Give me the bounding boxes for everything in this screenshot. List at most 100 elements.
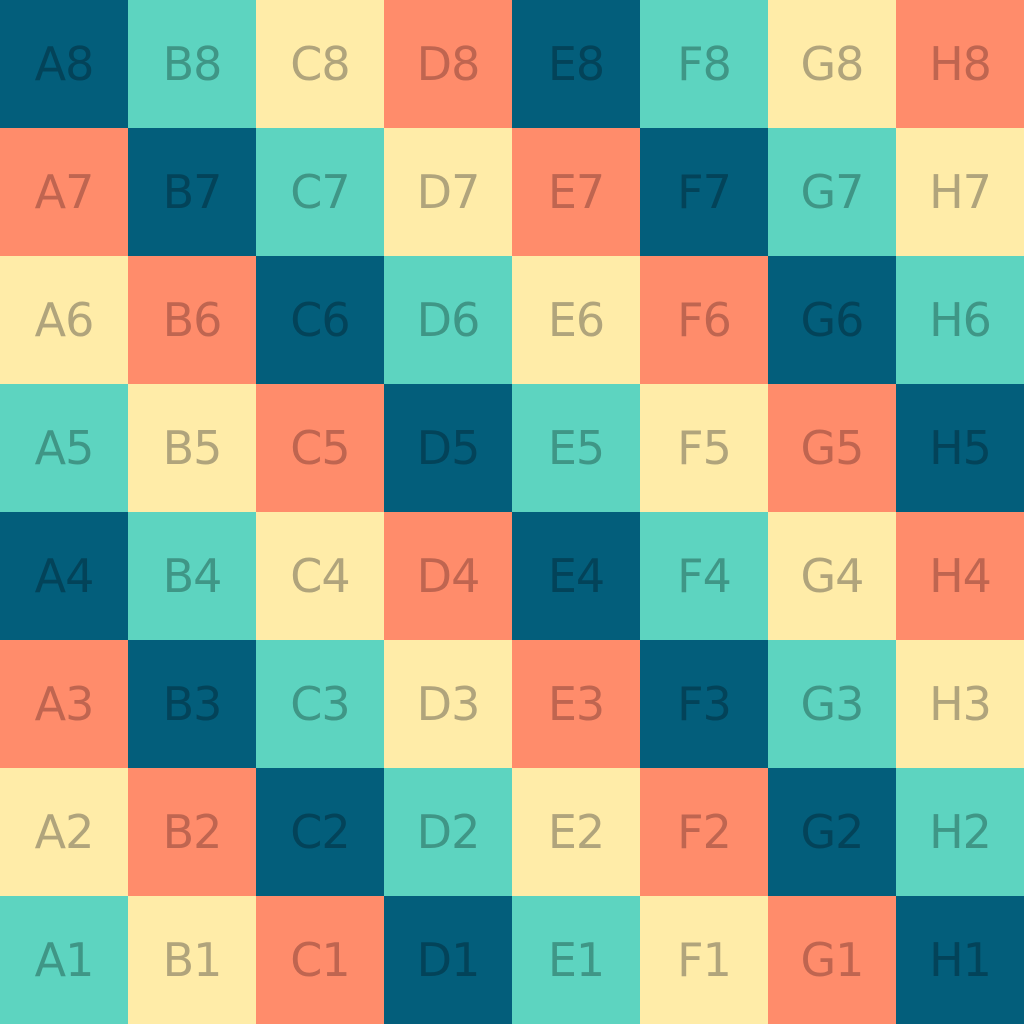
board-square-b1[interactable]: B1 [128,896,256,1024]
square-label: F2 [677,805,732,859]
board-square-c6[interactable]: C6 [256,256,384,384]
board-square-g2[interactable]: G2 [768,768,896,896]
square-label: F3 [677,677,732,731]
square-label: B7 [162,165,223,219]
board-square-d3[interactable]: D3 [384,640,512,768]
board-square-h1[interactable]: H1 [896,896,1024,1024]
square-label: A3 [34,677,95,731]
square-label: A7 [34,165,95,219]
board-square-c7[interactable]: C7 [256,128,384,256]
square-label: E6 [547,293,605,347]
square-label: D3 [416,677,481,731]
square-label: A4 [34,549,95,603]
board-square-c3[interactable]: C3 [256,640,384,768]
board-square-g3[interactable]: G3 [768,640,896,768]
square-label: D6 [416,293,481,347]
board-square-d2[interactable]: D2 [384,768,512,896]
square-label: G3 [800,677,865,731]
board-square-d1[interactable]: D1 [384,896,512,1024]
square-label: E4 [547,549,605,603]
board-square-e5[interactable]: E5 [512,384,640,512]
board-square-d7[interactable]: D7 [384,128,512,256]
board-square-h6[interactable]: H6 [896,256,1024,384]
board-square-f7[interactable]: F7 [640,128,768,256]
board-square-a4[interactable]: A4 [0,512,128,640]
board-square-e4[interactable]: E4 [512,512,640,640]
square-label: A2 [34,805,95,859]
square-label: E5 [547,421,605,475]
board-square-g4[interactable]: G4 [768,512,896,640]
square-label: F6 [677,293,732,347]
board-square-f3[interactable]: F3 [640,640,768,768]
square-label: H1 [929,933,992,987]
board-square-f8[interactable]: F8 [640,0,768,128]
square-label: C8 [290,37,350,91]
board-square-f4[interactable]: F4 [640,512,768,640]
board-square-h5[interactable]: H5 [896,384,1024,512]
board-square-g8[interactable]: G8 [768,0,896,128]
board-square-g5[interactable]: G5 [768,384,896,512]
square-label: H3 [929,677,992,731]
board-square-g7[interactable]: G7 [768,128,896,256]
square-label: C6 [290,293,350,347]
square-label: E3 [547,677,605,731]
board-square-f6[interactable]: F6 [640,256,768,384]
board-square-f5[interactable]: F5 [640,384,768,512]
square-label: H2 [929,805,992,859]
board-square-e8[interactable]: E8 [512,0,640,128]
board-square-b5[interactable]: B5 [128,384,256,512]
board-square-h4[interactable]: H4 [896,512,1024,640]
board-square-f1[interactable]: F1 [640,896,768,1024]
board-square-a6[interactable]: A6 [0,256,128,384]
board-square-d6[interactable]: D6 [384,256,512,384]
board-square-g1[interactable]: G1 [768,896,896,1024]
board-square-c2[interactable]: C2 [256,768,384,896]
square-label: G2 [800,805,865,859]
board-square-b8[interactable]: B8 [128,0,256,128]
square-label: G4 [800,549,865,603]
board-square-a7[interactable]: A7 [0,128,128,256]
board-square-e2[interactable]: E2 [512,768,640,896]
board-square-b6[interactable]: B6 [128,256,256,384]
board-square-a2[interactable]: A2 [0,768,128,896]
square-label: B5 [162,421,223,475]
board-square-c8[interactable]: C8 [256,0,384,128]
board-square-a5[interactable]: A5 [0,384,128,512]
square-label: F5 [677,421,732,475]
square-label: H4 [929,549,992,603]
square-label: G1 [800,933,865,987]
board-square-b2[interactable]: B2 [128,768,256,896]
square-label: B8 [162,37,223,91]
board-square-h3[interactable]: H3 [896,640,1024,768]
board-square-c5[interactable]: C5 [256,384,384,512]
board-square-e1[interactable]: E1 [512,896,640,1024]
board-square-f2[interactable]: F2 [640,768,768,896]
board-square-h8[interactable]: H8 [896,0,1024,128]
board-square-b3[interactable]: B3 [128,640,256,768]
board-square-a3[interactable]: A3 [0,640,128,768]
square-label: E7 [547,165,605,219]
board-square-e7[interactable]: E7 [512,128,640,256]
board-square-h2[interactable]: H2 [896,768,1024,896]
square-label: E2 [547,805,605,859]
square-label: F1 [677,933,732,987]
square-label: D4 [416,549,481,603]
board-square-b4[interactable]: B4 [128,512,256,640]
board-square-e3[interactable]: E3 [512,640,640,768]
square-label: D7 [416,165,481,219]
board-square-e6[interactable]: E6 [512,256,640,384]
square-label: A5 [34,421,95,475]
square-label: C1 [290,933,350,987]
square-label: B3 [162,677,223,731]
board-square-b7[interactable]: B7 [128,128,256,256]
board-square-h7[interactable]: H7 [896,128,1024,256]
board-square-c4[interactable]: C4 [256,512,384,640]
board-square-g6[interactable]: G6 [768,256,896,384]
board-square-d8[interactable]: D8 [384,0,512,128]
board-square-d5[interactable]: D5 [384,384,512,512]
board-square-d4[interactable]: D4 [384,512,512,640]
square-label: H6 [929,293,992,347]
board-square-a8[interactable]: A8 [0,0,128,128]
board-square-a1[interactable]: A1 [0,896,128,1024]
board-square-c1[interactable]: C1 [256,896,384,1024]
